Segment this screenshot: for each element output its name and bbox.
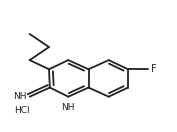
Text: HCl: HCl [14,106,30,115]
Text: NH: NH [62,103,75,112]
Text: NH: NH [13,92,27,101]
Text: F: F [151,64,156,74]
